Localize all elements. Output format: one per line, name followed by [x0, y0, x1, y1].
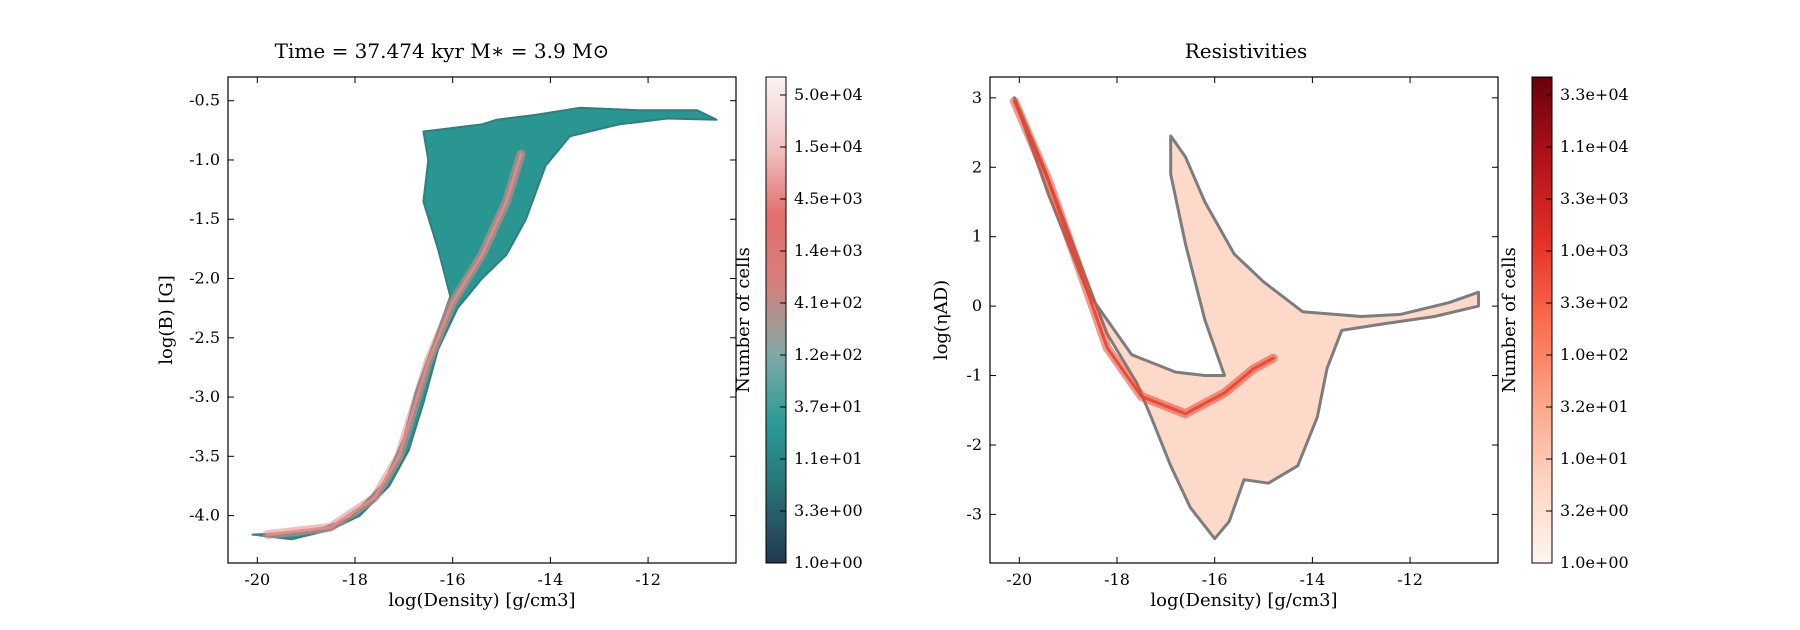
- left-occupied-region: [251, 106, 718, 541]
- left-x-axis-label: log(Density) [g/cm3]: [388, 590, 575, 611]
- left-colorbar-tick-label: 1.2e+02: [794, 345, 863, 364]
- left-y-tick-label: -2.0: [189, 269, 220, 288]
- right-x-tick-label: -20: [1006, 570, 1032, 589]
- left-x-tick-label: -14: [538, 570, 564, 589]
- left-y-ticks: -4.0 -3.5 -3.0 -2.5 -2.0 -1.5 -1.0 -0.5: [189, 91, 736, 525]
- left-colorbar-tick-label: 1.0e+00: [794, 553, 863, 572]
- panel-right: Resistivities -20 -18 -16 -14 -12 -3 -2 -1 0 1 2 3…: [931, 39, 1499, 611]
- left-y-tick-label: -3.0: [189, 387, 220, 406]
- left-y-tick-label: -4.0: [189, 506, 220, 525]
- colorbar-right-bar: [1531, 76, 1553, 564]
- right-occupied-region: [1012, 96, 1480, 541]
- right-colorbar-tick-label: 3.3e+04: [1560, 85, 1629, 104]
- left-x-ticks: -20 -18 -16 -14 -12: [244, 77, 661, 589]
- right-x-tick-label: -14: [1300, 570, 1326, 589]
- left-density-map: [251, 106, 718, 541]
- left-colorbar-tick-label: 1.4e+03: [794, 241, 863, 260]
- left-y-axis-label: log(B) [G]: [156, 275, 177, 365]
- colorbar-left-label: Number of cells: [733, 247, 754, 393]
- right-colorbar-tick-label: 3.3e+03: [1560, 189, 1629, 208]
- left-colorbar-tick-label: 3.3e+00: [794, 501, 863, 520]
- right-y-tick-label: -3: [966, 504, 982, 523]
- right-y-tick-label: -1: [966, 366, 982, 385]
- left-y-tick-label: -3.5: [189, 446, 220, 465]
- right-y-tick-label: 3: [972, 88, 982, 107]
- right-density-ridge-core: [1012, 99, 1275, 416]
- right-x-tick-label: -18: [1104, 570, 1130, 589]
- left-colorbar-tick-label: 4.1e+02: [794, 293, 863, 312]
- colorbar-right: 1.0e+00 3.2e+00 1.0e+01 3.2e+01 1.0e+02 3.3e+…: [1499, 76, 1629, 572]
- colorbar-left-ticks: 1.0e+00 3.3e+00 1.1e+01 3.7e+01 1.2e+02 4.1e+…: [780, 85, 863, 572]
- right-plot-frame: [989, 76, 1499, 564]
- right-colorbar-tick-label: 3.2e+00: [1560, 501, 1629, 520]
- right-x-tick-label: -16: [1202, 570, 1228, 589]
- right-y-ticks: -3 -2 -1 0 1 2 3: [966, 88, 1498, 523]
- left-y-tick-label: -1.5: [189, 209, 220, 228]
- right-y-tick-label: 2: [972, 157, 982, 176]
- panel-left: Time = 37.474 kyr M∗ = 3.9 M⊙ -20 -18 -16-…: [156, 39, 737, 611]
- left-title: Time = 37.474 kyr M∗ = 3.9 M⊙: [275, 39, 610, 63]
- right-colorbar-tick-label: 1.0e+01: [1560, 449, 1629, 468]
- right-x-ticks: -20 -18 -16 -14 -12: [1006, 77, 1423, 589]
- left-y-tick-label: -2.5: [189, 328, 220, 347]
- left-colorbar-tick-label: 1.5e+04: [794, 137, 863, 156]
- left-x-tick-label: -16: [440, 570, 466, 589]
- left-y-tick-label: -1.0: [189, 150, 220, 169]
- left-x-tick-label: -18: [342, 570, 368, 589]
- right-y-axis-label: log(ηAD): [931, 280, 952, 360]
- right-colorbar-tick-label: 1.0e+02: [1560, 345, 1629, 364]
- left-colorbar-tick-label: 4.5e+03: [794, 189, 863, 208]
- right-density-map: [1009, 96, 1480, 541]
- right-y-tick-label: -2: [966, 435, 982, 454]
- colorbar-right-ticks: 1.0e+00 3.2e+00 1.0e+01 3.2e+01 1.0e+02 3.3e+…: [1546, 85, 1629, 572]
- left-x-tick-label: -20: [244, 570, 270, 589]
- right-colorbar-tick-label: 1.0e+03: [1560, 241, 1629, 260]
- right-y-tick-label: 1: [972, 227, 982, 246]
- colorbar-right-label: Number of cells: [1499, 247, 1520, 393]
- right-colorbar-tick-label: 1.0e+00: [1560, 553, 1629, 572]
- left-colorbar-tick-label: 1.1e+01: [794, 449, 863, 468]
- right-colorbar-tick-label: 1.1e+04: [1560, 137, 1629, 156]
- left-colorbar-tick-label: 3.7e+01: [794, 397, 863, 416]
- right-colorbar-tick-label: 3.3e+02: [1560, 293, 1629, 312]
- right-y-tick-label: 0: [972, 296, 982, 315]
- colorbar-left-bar: [765, 76, 787, 564]
- right-x-axis-label: log(Density) [g/cm3]: [1150, 590, 1337, 611]
- left-y-tick-label: -0.5: [189, 91, 220, 110]
- left-colorbar-tick-label: 5.0e+04: [794, 85, 863, 104]
- left-density-ridge-core: [265, 152, 523, 537]
- right-x-tick-label: -12: [1397, 570, 1423, 589]
- right-colorbar-tick-label: 3.2e+01: [1560, 397, 1629, 416]
- colorbar-left: 1.0e+00 3.3e+00 1.1e+01 3.7e+01 1.2e+02 4.1e+…: [733, 76, 863, 572]
- right-title: Resistivities: [1185, 39, 1307, 63]
- left-plot-frame: [227, 76, 737, 564]
- left-x-tick-label: -12: [635, 570, 661, 589]
